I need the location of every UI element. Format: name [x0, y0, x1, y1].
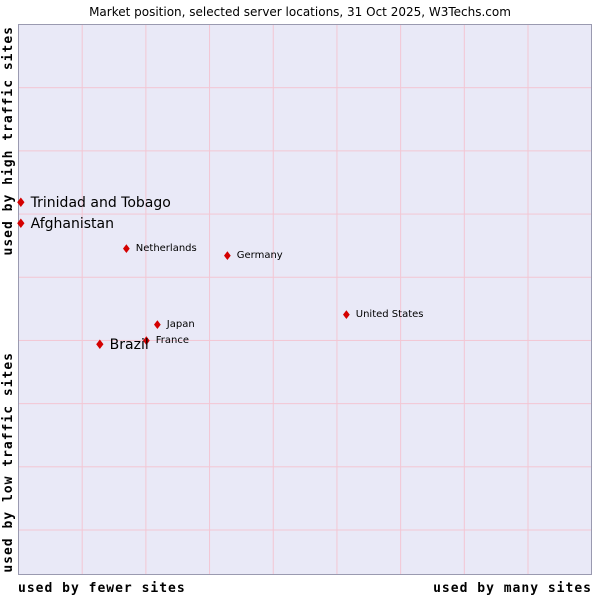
diamond-marker-icon: ♦	[222, 249, 233, 263]
diamond-marker-icon: ♦	[94, 337, 106, 353]
data-point: ♦ Brazil	[94, 338, 149, 352]
x-axis-label-many-sites: used by many sites	[433, 581, 592, 596]
point-label: Netherlands	[135, 243, 197, 254]
data-point: ♦ United States	[341, 309, 423, 321]
data-point: ♦ Trinidad and Tobago	[15, 196, 171, 210]
point-label: France	[155, 335, 190, 346]
point-label: Trinidad and Tobago	[30, 195, 171, 211]
diamond-marker-icon: ♦	[341, 308, 352, 322]
diamond-marker-icon: ♦	[141, 334, 152, 348]
diamond-marker-icon: ♦	[15, 195, 27, 211]
data-point: ♦ Germany	[222, 250, 283, 262]
point-label: Japan	[166, 319, 195, 330]
diamond-marker-icon: ♦	[15, 216, 27, 232]
point-label: Germany	[236, 250, 283, 261]
diamond-marker-icon: ♦	[121, 242, 132, 256]
point-label: Afghanistan	[30, 216, 114, 232]
y-axis-label-low-traffic: used by low traffic sites	[1, 352, 16, 573]
chart-title: Market position, selected server locatio…	[89, 5, 511, 19]
point-label: Brazil	[109, 337, 149, 353]
plot-area: ♦ Trinidad and Tobago ♦ Afghanistan ♦ Netherl…	[15, 24, 592, 575]
diamond-marker-icon: ♦	[152, 318, 163, 332]
data-point: ♦ Afghanistan	[15, 217, 114, 231]
data-point: ♦ Japan	[152, 319, 195, 331]
x-axis-label-fewer-sites: used by fewer sites	[18, 581, 186, 596]
point-label: United States	[355, 309, 424, 320]
y-axis-label-high-traffic: used by high traffic sites	[1, 26, 16, 256]
data-point: ♦ France	[141, 335, 189, 347]
data-point: ♦ Netherlands	[121, 243, 197, 255]
